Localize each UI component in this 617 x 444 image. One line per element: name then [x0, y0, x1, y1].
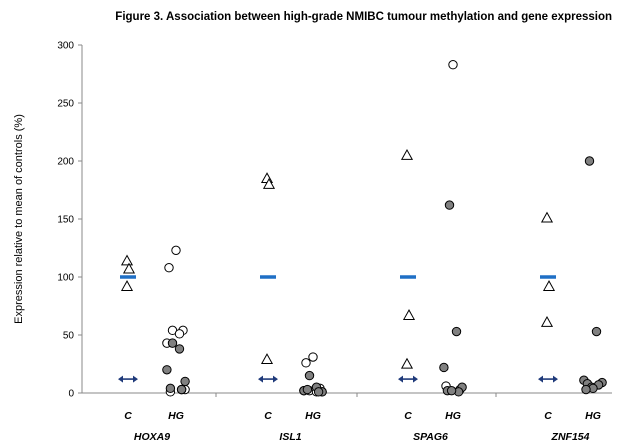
y-tick-label: 50 [63, 331, 75, 342]
y-tick-label: 150 [57, 215, 74, 226]
gene-group-spag6 [398, 60, 467, 397]
hg-methylated-point [180, 376, 190, 387]
hg-unmethylated-point [171, 245, 181, 256]
gene-label: ZNF154 [551, 431, 590, 443]
hg-methylated-point [302, 384, 313, 395]
hg-methylated-point [581, 384, 591, 395]
y-tick-label: 200 [57, 157, 74, 168]
gene-group-znf154 [538, 156, 607, 395]
hg-methylated-point [176, 384, 187, 395]
marker-arrow-right-head [133, 375, 138, 383]
group-label-c: C [124, 410, 132, 422]
y-axis-label: Expression relative to mean of controls … [13, 114, 25, 324]
control-point [122, 262, 136, 274]
control-point [400, 148, 414, 160]
gene-label: SPAG6 [413, 431, 448, 443]
marker-arrow-right-head [273, 375, 278, 383]
control-point [260, 353, 274, 365]
hg-methylated-point [439, 362, 449, 373]
hg-methylated-point [444, 200, 455, 210]
y-tick-label: 250 [57, 99, 74, 110]
gene-label: HOXA9 [134, 431, 170, 443]
hg-methylated-point [591, 326, 602, 337]
axes: 0 50 100 150 200 250 300 [57, 41, 612, 400]
group-label-hg: HG [445, 410, 461, 422]
hg-unmethylated-point [448, 60, 458, 70]
gene-group-isl1 [258, 172, 327, 397]
group-label-c: C [264, 410, 272, 422]
marker-arrow-left-head [118, 375, 123, 383]
marker-arrow-left-head [398, 375, 403, 383]
control-point [540, 316, 554, 327]
group-label-c: C [544, 410, 552, 422]
hg-methylated-point [446, 385, 457, 396]
control-point [542, 280, 556, 291]
control-point [400, 357, 414, 369]
hg-methylated-point [584, 156, 595, 166]
hg-methylated-point [165, 383, 176, 394]
hg-methylated-point [304, 370, 315, 381]
y-tick-label: 300 [57, 41, 74, 52]
control-point [120, 280, 134, 291]
control-point [120, 254, 134, 266]
chart-title: Figure 3. Association between high-grade… [115, 11, 612, 23]
gene-label: ISL1 [279, 431, 301, 443]
hg-methylated-point [167, 338, 178, 348]
y-tick-label: 0 [68, 389, 74, 400]
marker-arrow-left-head [258, 375, 263, 383]
hg-unmethylated-point [164, 263, 174, 273]
hg-unmethylated-point [308, 352, 318, 362]
group-label-hg: HG [585, 410, 601, 422]
hg-methylated-point [174, 344, 185, 354]
group-label-hg: HG [305, 410, 321, 422]
group-label-c: C [404, 410, 412, 422]
marker-arrow-right-head [553, 375, 558, 383]
control-point [402, 309, 416, 320]
marks [118, 60, 607, 397]
marker-arrow-right-head [413, 375, 418, 383]
marker-arrow-left-head [538, 375, 543, 383]
hg-methylated-point [313, 387, 324, 397]
hg-unmethylated-point [174, 329, 185, 339]
hg-methylated-point [162, 365, 172, 375]
y-tick-label: 100 [57, 273, 74, 284]
hg-methylated-point [451, 326, 462, 337]
control-point [540, 211, 554, 223]
gene-group-hoxa9 [118, 245, 190, 397]
hg-unmethylated-point [301, 358, 311, 368]
group-label-hg: HG [168, 410, 184, 422]
control-point [262, 177, 276, 189]
